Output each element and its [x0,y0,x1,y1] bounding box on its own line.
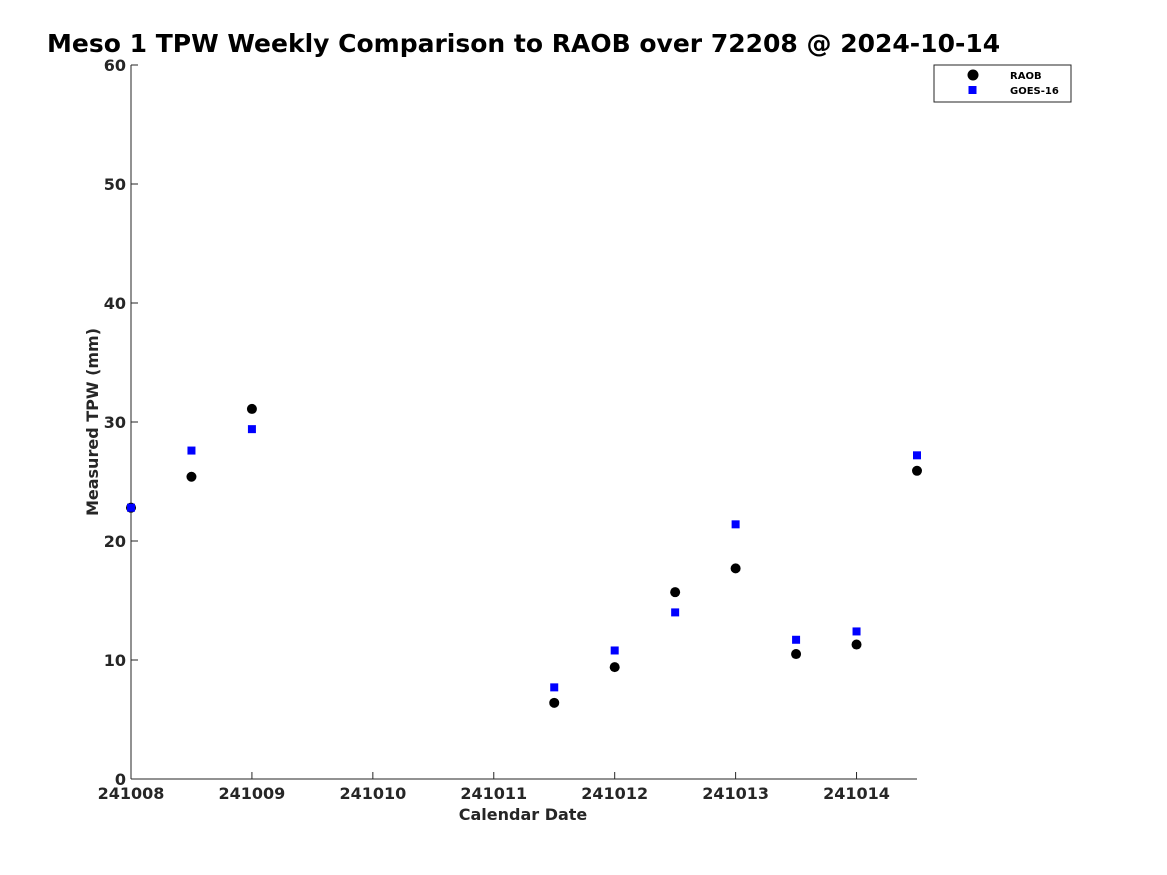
raob-point [186,471,197,482]
y-tick-label: 60 [104,56,126,75]
raob-point [912,465,922,476]
plot-axes [130,65,917,780]
x-tick-label: 241012 [581,784,648,803]
legend-raob-marker [967,69,979,81]
x-tick-label: 241013 [702,784,769,803]
raob-point [670,587,681,598]
x-tick-label: 241011 [460,784,527,803]
goes-16-point [731,520,740,529]
goes-16-point [247,425,256,434]
raob-point [549,697,560,708]
goes-16-point [127,503,135,512]
y-tick-label: 30 [104,413,126,432]
x-tick-label: 241014 [823,784,890,803]
raob-point [246,403,257,414]
x-axis-label: Calendar Date [459,805,588,824]
legend-goes-label: GOES-16 [1010,86,1059,97]
y-tick-label: 20 [104,532,126,551]
goes-16-point [671,608,680,617]
goes-16-point [610,646,619,655]
legend-raob-label: RAOB [1010,71,1042,82]
y-tick-label: 0 [115,770,126,789]
goes-16-point [913,451,921,460]
y-tick-label: 40 [104,294,126,313]
y-tick-label: 50 [104,175,126,194]
goes-16-point [550,683,559,692]
raob-point [851,639,862,650]
legend-box [933,64,1072,103]
x-tick-label: 241008 [98,784,165,803]
raob-point [609,662,620,673]
goes-16-point [852,627,861,636]
y-tick-label: 10 [104,651,126,670]
y-ticks: 0 10 20 30 40 50 60 [104,56,138,789]
raob-point [730,563,741,574]
legend-goes-marker [968,86,977,94]
goes-16-point [792,635,801,644]
x-tick-label: 241009 [219,784,286,803]
x-tick-label: 241010 [339,784,406,803]
y-axis-label: Measured TPW (mm) [83,328,102,516]
goes-16-point [187,446,196,455]
x-ticks: 241008 241009 241010 241011 241012 241013 2410… [98,772,890,803]
data-points [126,403,922,708]
chart-title: Meso 1 TPW Weekly Comparison to RAOB ove… [47,29,1000,58]
raob-point [791,649,802,660]
legend: RAOB GOES-16 [933,64,1072,103]
